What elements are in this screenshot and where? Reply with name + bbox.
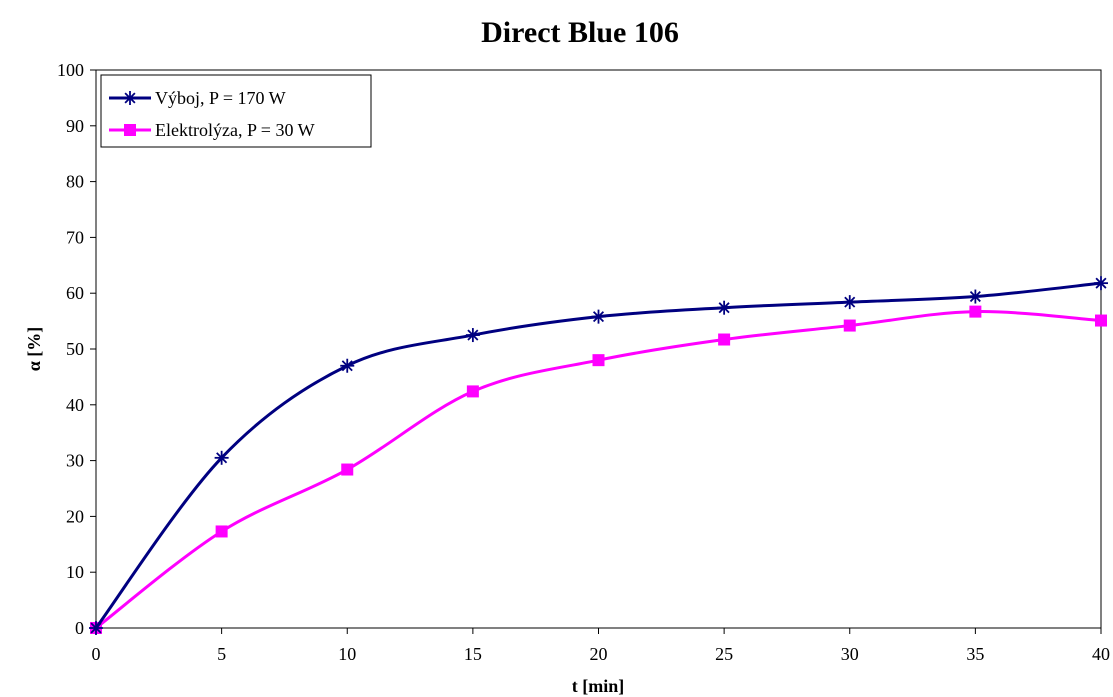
data-point [1095,314,1107,327]
y-tick-label: 20 [66,506,84,526]
data-point [968,289,983,304]
data-point [89,621,103,635]
y-tick-label: 10 [66,562,84,582]
x-tick-label: 25 [715,644,733,664]
y-tick-label: 70 [66,227,84,247]
legend-label: Elektrolýza, P = 30 W [155,120,315,140]
data-point [465,328,480,343]
data-point [717,300,732,315]
y-axis-label: α [%] [24,327,44,372]
legend-label: Výboj, P = 170 W [155,88,286,108]
plot-area [95,69,1102,629]
x-tick-label: 30 [841,644,859,664]
legend-marker [124,124,136,136]
data-point [215,525,228,538]
x-tick-label: 40 [1092,644,1110,664]
data-point [718,333,731,346]
y-tick-label: 50 [66,339,84,359]
series-layer [89,276,1108,635]
data-point [843,319,856,332]
y-tick-label: 40 [66,395,84,415]
y-tick-label: 0 [75,618,84,638]
series-line [94,281,1102,629]
y-axis: 0 10 20 30 40 50 60 70 80 90 100 [57,60,96,638]
data-point [341,463,354,476]
y-tick-label: 60 [66,283,84,303]
y-tick-label: 90 [66,116,84,136]
legend-box [100,74,372,148]
data-point [466,385,479,398]
x-tick-label: 0 [92,644,101,664]
series-0 [89,276,1108,635]
data-point [214,450,229,465]
y-tick-label: 80 [66,172,84,192]
data-point [1094,276,1108,291]
chart-title: Direct Blue 106 [481,16,679,49]
legend-marker [123,91,137,105]
x-tick-label: 20 [590,644,608,664]
y-tick-label: 30 [66,451,84,471]
data-point [591,309,606,324]
legend: Výboj, P = 170 W Elektrolýza, P = 30 W [100,74,372,148]
x-axis-label: t [min] [572,676,625,696]
y-tick-label: 100 [57,60,84,80]
data-point [842,295,857,310]
x-axis: 0 5 10 15 20 25 30 35 40 [92,628,1110,664]
data-point [969,305,982,318]
x-tick-label: 10 [338,644,356,664]
data-point [340,358,355,373]
x-tick-label: 15 [464,644,482,664]
data-point [592,354,605,367]
x-tick-label: 5 [217,644,226,664]
x-tick-label: 35 [966,644,984,664]
